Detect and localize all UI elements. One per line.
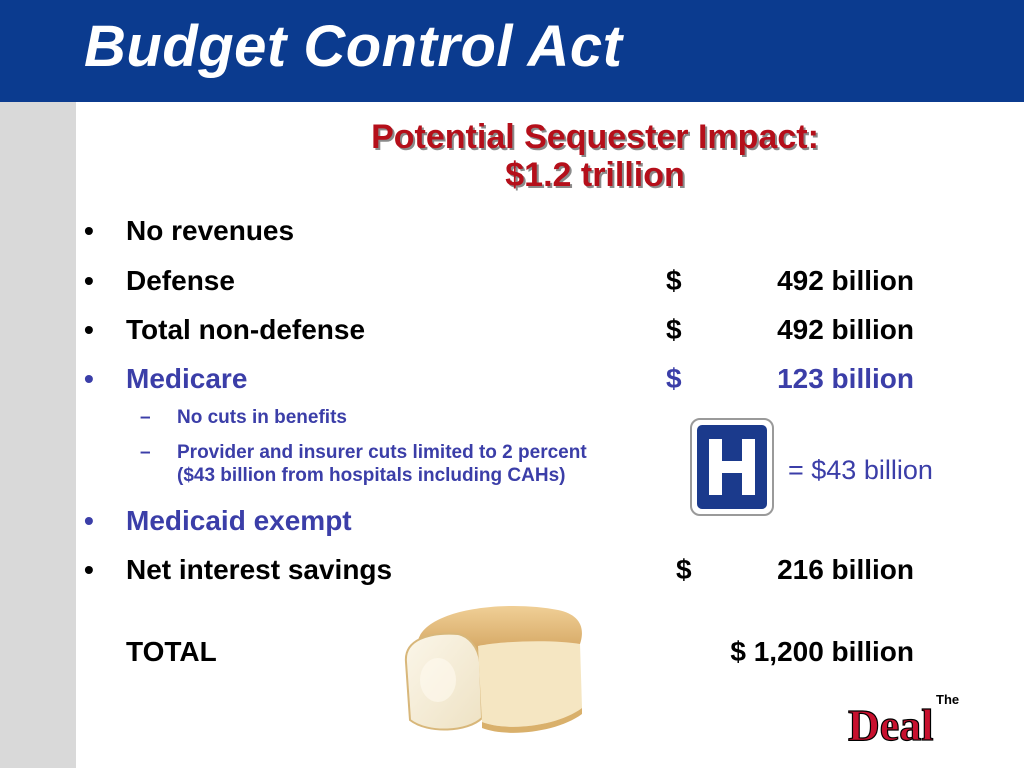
item-label: Medicaid exempt (126, 505, 352, 536)
item-dollar: $ (666, 314, 682, 345)
item-dollar: $ (666, 265, 682, 296)
subtitle-line-1: Potential Sequester Impact: (371, 118, 819, 156)
left-rail (0, 102, 76, 768)
bullet: • (84, 554, 94, 585)
total-row: TOTAL $ 1,200 billion (126, 632, 914, 672)
item-total-non-defense: • Total non-defense $ 492 billion (84, 310, 914, 350)
sub-text-line-2: ($43 billion from hospitals including CA… (177, 465, 566, 486)
bullet: • (84, 314, 94, 345)
item-label: Medicare (126, 363, 248, 394)
hospital-sign-panel (697, 425, 767, 509)
item-defense: • Defense $ 492 billion (84, 261, 914, 301)
sub-text: Provider and insurer cuts limited to 2 p… (177, 441, 697, 487)
sub-text-line-1: Provider and insurer cuts limited to 2 p… (177, 442, 587, 463)
logo-small-text: The (936, 692, 959, 707)
logo-big-text: Deal (848, 701, 934, 746)
bullet: • (84, 505, 94, 536)
hospital-impact-text: = $43 billion (788, 455, 933, 485)
item-label: Net interest savings (126, 554, 393, 585)
item-dollar: $ (666, 363, 682, 394)
item-label: Total non-defense (126, 314, 366, 345)
item-amount: 492 billion (777, 265, 914, 296)
subtitle: Potential Sequester Impact: $1.2 trillio… (200, 118, 990, 194)
item-label: No revenues (126, 215, 295, 246)
bread-loaf-image (404, 605, 582, 733)
total-label: TOTAL (126, 636, 217, 667)
hospital-sign-icon (690, 418, 774, 516)
medicare-sub-item-provider-cuts: – Provider and insurer cuts limited to 2… (140, 441, 700, 489)
item-dollar: $ (676, 554, 692, 585)
item-medicaid-exempt: • Medicaid exempt (84, 501, 914, 541)
slide-title: Budget Control Act (84, 14, 623, 79)
sub-text: No cuts in benefits (177, 407, 347, 428)
bullet: • (84, 265, 94, 296)
bullet: • (84, 215, 94, 246)
bullet: • (84, 363, 94, 394)
header-band (0, 0, 1024, 102)
subtitle-line-2: $1.2 trillion (505, 156, 685, 194)
sub-dash: – (140, 407, 151, 428)
h-letter-icon (709, 439, 755, 495)
total-amount: $ 1,200 billion (730, 636, 914, 667)
the-deal-logo: The Deal (847, 692, 959, 746)
medicare-sub-item-benefits: – No cuts in benefits (140, 406, 700, 430)
sub-dash: – (140, 442, 151, 463)
item-amount: 123 billion (777, 363, 914, 394)
item-net-interest-savings: • Net interest savings $ 216 billion (84, 550, 914, 590)
item-amount: 492 billion (777, 314, 914, 345)
item-amount: 216 billion (777, 554, 914, 585)
item-no-revenues: • No revenues (84, 211, 914, 251)
item-medicare: • Medicare $ 123 billion (84, 359, 914, 399)
item-label: Defense (126, 265, 235, 296)
